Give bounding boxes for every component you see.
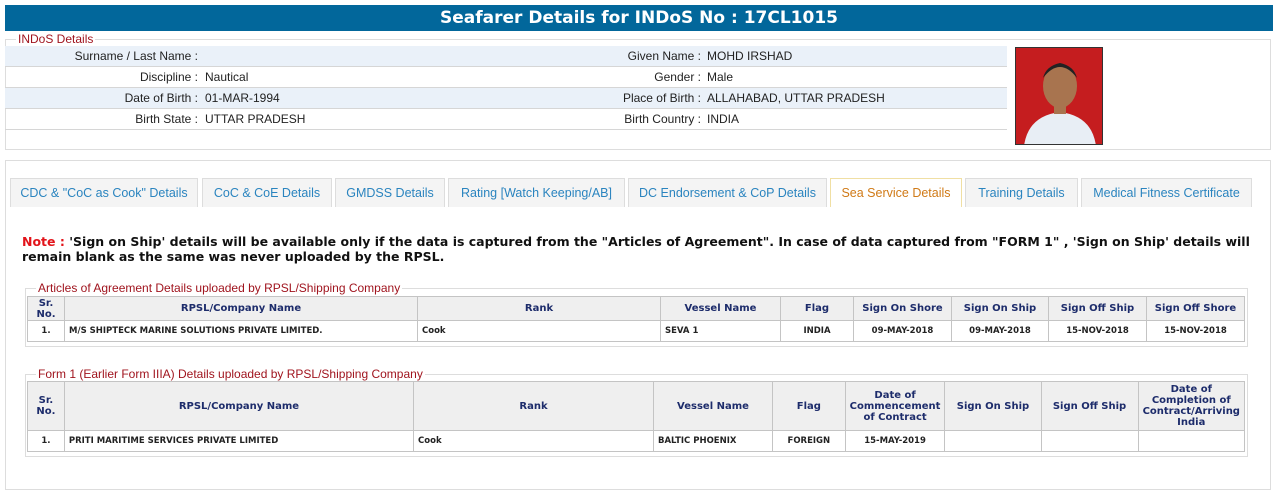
- table-row: 1. M/S SHIPTECK MARINE SOLUTIONS PRIVATE …: [27, 320, 1245, 342]
- note-text: 'Sign on Ship' details will be available…: [22, 234, 1250, 264]
- tab-dc-endorsement-cop-details[interactable]: DC Endorsement & CoP Details: [628, 178, 827, 207]
- articles-of-agreement-table: Sr. No. RPSL/Company Name Rank Vessel Name F…: [27, 296, 1245, 342]
- tab-cdc-coc-as-cook-details[interactable]: CDC & "CoC as Cook" Details: [10, 178, 198, 207]
- field-value: 01-MAR-1994: [205, 91, 280, 105]
- field-label: Birth State :: [135, 112, 198, 126]
- page-title: Seafarer Details for INDoS No : 17CL1015: [5, 5, 1273, 31]
- column-header: Date of Commencement of Contract: [844, 381, 946, 431]
- field-label: Place of Birth :: [622, 91, 701, 105]
- column-header: Sign Off Shore: [1146, 296, 1245, 321]
- note-label: Note :: [22, 234, 70, 249]
- field-value: UTTAR PRADESH: [205, 112, 306, 126]
- table-cell: PRITI MARITIME SERVICES PRIVATE LIMITED: [63, 430, 415, 452]
- table-header-row: Sr. No. RPSL/Company Name Rank Vessel Name F…: [27, 296, 1245, 321]
- table-cell: 15-NOV-2018: [1048, 320, 1147, 342]
- field-value: MOHD IRSHAD: [707, 49, 793, 63]
- column-header: Rank: [413, 381, 654, 431]
- table-cell: 09-MAY-2018: [951, 320, 1049, 342]
- indos-row: Surname / Last Name : Given Name : MOHD IR…: [5, 46, 1007, 67]
- table-cell: INDIA: [780, 320, 854, 342]
- field-value: INDIA: [707, 112, 740, 126]
- column-header: Rank: [417, 296, 661, 321]
- field-label: Discipline :: [139, 70, 198, 84]
- field-value: Male: [707, 70, 734, 84]
- tab-sea-service-details[interactable]: Sea Service Details: [830, 178, 962, 207]
- indos-row: Discipline : Nautical Gender : Male: [5, 67, 1007, 88]
- tab-training-details[interactable]: Training Details: [965, 178, 1078, 207]
- table-cell: SEVA 1: [660, 320, 781, 342]
- section-legend: Articles of Agreement Details uploaded b…: [38, 281, 401, 295]
- column-header: Sign Off Ship: [1040, 381, 1139, 431]
- field-label: Gender :: [654, 70, 701, 84]
- form1-section: Form 1 (Earlier Form IIIA) Details uploa…: [25, 367, 1248, 457]
- column-header: Sign On Ship: [944, 381, 1042, 431]
- table-cell: 15-MAY-2019: [844, 430, 946, 452]
- seafarer-photo: [1015, 47, 1103, 145]
- column-header: Date of Completion of Contract/Arriving …: [1137, 381, 1246, 431]
- field-value: ALLAHABAD, UTTAR PRADESH: [707, 91, 885, 105]
- table-cell: 1.: [27, 430, 65, 452]
- column-header: Sr. No.: [27, 296, 65, 321]
- field-label: Date of Birth :: [124, 91, 198, 105]
- section-legend: Form 1 (Earlier Form IIIA) Details uploa…: [38, 367, 423, 381]
- column-header: Sr. No.: [27, 381, 65, 431]
- table-cell: Cook: [413, 430, 654, 452]
- column-header: RPSL/Company Name: [64, 296, 418, 321]
- field-value: Nautical: [205, 70, 249, 84]
- table-header-row: Sr. No. RPSL/Company Name Rank Vessel Name F…: [27, 381, 1246, 431]
- field-label: Surname / Last Name :: [74, 49, 198, 63]
- table-cell: Cook: [417, 320, 661, 342]
- section-legend: INDoS Details: [18, 32, 94, 46]
- field-label: Given Name :: [627, 49, 701, 63]
- table-row: 1. PRITI MARITIME SERVICES PRIVATE LIMITE…: [27, 430, 1246, 452]
- column-header: RPSL/Company Name: [63, 381, 415, 431]
- table-cell: 15-NOV-2018: [1146, 320, 1245, 342]
- table-cell: [944, 430, 1042, 452]
- table-cell: [1137, 430, 1246, 452]
- column-header: Vessel Name: [653, 381, 773, 431]
- column-header: Sign On Ship: [951, 296, 1049, 321]
- tab-gmdss-details[interactable]: GMDSS Details: [335, 178, 445, 207]
- table-cell: BALTIC PHOENIX: [653, 430, 773, 452]
- form1-table: Sr. No. RPSL/Company Name Rank Vessel Name F…: [27, 381, 1246, 452]
- column-header: Flag: [780, 296, 854, 321]
- table-cell: FOREIGN: [772, 430, 846, 452]
- table-cell: [1040, 430, 1139, 452]
- articles-of-agreement-section: Articles of Agreement Details uploaded b…: [25, 281, 1248, 347]
- tab-rating-watch-keeping-ab[interactable]: Rating [Watch Keeping/AB]: [448, 178, 625, 207]
- column-header: Sign On Shore: [853, 296, 952, 321]
- indos-row: Birth State : UTTAR PRADESH Birth Country …: [5, 109, 1007, 130]
- table-cell: 09-MAY-2018: [853, 320, 952, 342]
- sea-service-note: Note : 'Sign on Ship' details will be av…: [22, 234, 1252, 264]
- column-header: Sign Off Ship: [1048, 296, 1147, 321]
- column-header: Flag: [772, 381, 846, 431]
- indos-row: Date of Birth : 01-MAR-1994 Place of Birth…: [5, 88, 1007, 109]
- tab-medical-fitness-certificate[interactable]: Medical Fitness Certificate: [1081, 178, 1252, 207]
- table-cell: M/S SHIPTECK MARINE SOLUTIONS PRIVATE LI…: [64, 320, 418, 342]
- column-header: Vessel Name: [660, 296, 781, 321]
- field-label: Birth Country :: [624, 112, 701, 126]
- table-cell: 1.: [27, 320, 65, 342]
- tab-coc-coe-details[interactable]: CoC & CoE Details: [202, 178, 332, 207]
